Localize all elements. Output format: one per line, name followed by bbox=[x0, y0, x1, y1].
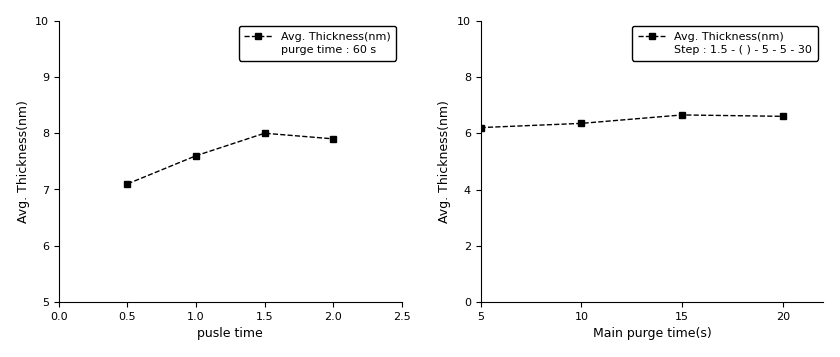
Y-axis label: Avg. Thickness(nm): Avg. Thickness(nm) bbox=[17, 100, 29, 223]
Y-axis label: Avg. Thickness(nm): Avg. Thickness(nm) bbox=[438, 100, 451, 223]
X-axis label: pusle time: pusle time bbox=[197, 327, 263, 340]
X-axis label: Main purge time(s): Main purge time(s) bbox=[592, 327, 711, 340]
Legend: Avg. Thickness(nm), purge time : 60 s: Avg. Thickness(nm), purge time : 60 s bbox=[239, 26, 396, 61]
Legend: Avg. Thickness(nm), Step : 1.5 - ( ) - 5 - 5 - 30: Avg. Thickness(nm), Step : 1.5 - ( ) - 5… bbox=[633, 26, 818, 61]
